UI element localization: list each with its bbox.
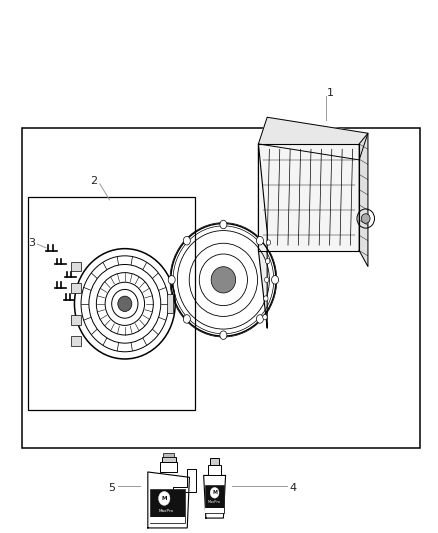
Circle shape [184, 237, 191, 245]
Circle shape [159, 491, 170, 505]
Bar [71, 262, 81, 271]
Text: 5: 5 [108, 483, 115, 492]
Bar [150, 517, 185, 522]
Polygon shape [173, 470, 196, 492]
Text: M: M [162, 496, 167, 501]
Bar [208, 465, 221, 475]
Bar [71, 336, 81, 346]
Polygon shape [258, 144, 359, 251]
Text: 4: 4 [290, 483, 297, 492]
Polygon shape [359, 133, 368, 266]
Bar [150, 489, 185, 522]
Bar [210, 458, 219, 465]
Bar [163, 453, 174, 456]
Bar [167, 294, 173, 313]
Circle shape [265, 259, 270, 264]
Polygon shape [258, 117, 368, 160]
Circle shape [256, 237, 263, 245]
Bar [205, 485, 224, 513]
Circle shape [256, 314, 263, 323]
Circle shape [263, 314, 267, 320]
Polygon shape [204, 475, 226, 518]
Circle shape [168, 276, 175, 284]
Ellipse shape [211, 266, 236, 293]
Bar [205, 508, 224, 513]
Text: MaxPro: MaxPro [208, 500, 221, 504]
Text: 1: 1 [327, 88, 334, 98]
Bar [71, 315, 81, 325]
Bar [160, 463, 177, 472]
Circle shape [266, 240, 271, 245]
Ellipse shape [118, 296, 132, 311]
Bar [22, 128, 420, 448]
Bar [162, 456, 176, 463]
Circle shape [220, 220, 227, 229]
Text: 3: 3 [28, 238, 35, 247]
Circle shape [210, 488, 219, 498]
Circle shape [220, 331, 227, 340]
Bar [28, 197, 195, 410]
Circle shape [272, 276, 279, 284]
Text: MaxPro: MaxPro [159, 509, 174, 513]
Polygon shape [148, 472, 189, 528]
Text: 2: 2 [91, 176, 98, 186]
Circle shape [265, 277, 269, 282]
Circle shape [184, 314, 191, 323]
Ellipse shape [361, 214, 370, 223]
Text: M: M [212, 490, 217, 495]
Polygon shape [258, 144, 267, 328]
Circle shape [264, 296, 268, 301]
Bar [71, 283, 81, 293]
